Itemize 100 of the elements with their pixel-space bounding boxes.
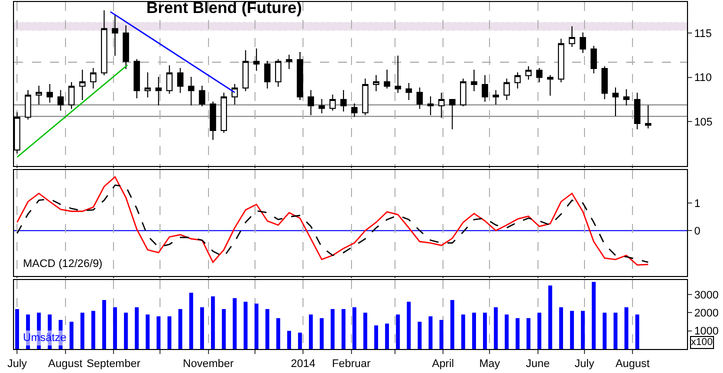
bar xyxy=(232,298,237,349)
bar xyxy=(156,316,160,349)
bar xyxy=(298,332,302,349)
candlestick xyxy=(525,66,532,80)
candlestick xyxy=(547,75,554,96)
bar xyxy=(134,307,139,349)
candlestick xyxy=(384,70,390,88)
bar xyxy=(189,292,194,349)
y-tick-label: 105 xyxy=(694,116,713,129)
candlestick xyxy=(57,90,64,111)
bar xyxy=(439,320,444,349)
bar xyxy=(211,296,215,349)
candlestick xyxy=(36,86,42,104)
bar xyxy=(178,309,182,349)
y-tick-label: 1 xyxy=(694,198,700,210)
x-tick-label: Februar xyxy=(332,358,371,370)
candlestick xyxy=(568,26,576,47)
candlestick xyxy=(100,10,108,76)
candlestick xyxy=(482,75,488,102)
x-tick-label: November xyxy=(182,358,234,370)
bar xyxy=(396,314,400,349)
candlestick xyxy=(24,90,32,120)
candlestick xyxy=(644,105,652,128)
candlestick xyxy=(460,78,466,106)
candlestick xyxy=(492,90,499,104)
bar xyxy=(102,300,106,349)
candlestick xyxy=(406,83,412,100)
candlestick xyxy=(601,66,608,100)
candlestick xyxy=(210,102,216,140)
x-tick-label: April xyxy=(432,358,454,370)
candlestick xyxy=(242,50,249,92)
candlestick xyxy=(590,46,597,74)
bar xyxy=(363,312,368,349)
y-tick-label: 1000 xyxy=(694,326,719,338)
bar xyxy=(91,310,96,349)
bar xyxy=(624,307,628,349)
bar xyxy=(276,318,280,349)
candlestick xyxy=(394,56,402,93)
bar xyxy=(504,314,509,349)
bar xyxy=(602,312,607,349)
x-tick-label: September xyxy=(86,358,141,370)
candlestick xyxy=(79,70,86,100)
bar xyxy=(113,307,117,349)
bar xyxy=(580,310,585,349)
bar xyxy=(167,316,172,349)
x-tick-label: June xyxy=(526,358,550,370)
y-tick-label: 115 xyxy=(694,28,712,40)
bar xyxy=(406,302,411,349)
bar xyxy=(15,309,20,349)
x-tick-label: August xyxy=(48,358,82,370)
candlestick xyxy=(166,65,173,94)
bar xyxy=(308,314,313,349)
candlestick xyxy=(427,96,434,116)
candlestick xyxy=(318,99,325,114)
bar xyxy=(548,285,552,349)
candlestick xyxy=(155,76,162,106)
bar xyxy=(537,312,542,349)
bar xyxy=(342,309,346,349)
bar xyxy=(80,312,84,349)
candlestick xyxy=(112,14,118,56)
candlestick xyxy=(46,84,53,103)
candlestick xyxy=(264,60,271,88)
bar xyxy=(614,312,618,349)
x-tick-label: August xyxy=(615,358,650,370)
bar xyxy=(592,282,596,349)
bar xyxy=(516,318,520,349)
candlestick xyxy=(275,59,282,87)
candlestick xyxy=(329,94,336,111)
candlestick xyxy=(580,32,586,54)
candlestick xyxy=(504,78,510,100)
candlestick xyxy=(536,68,543,82)
bar xyxy=(559,307,564,349)
candlestick xyxy=(416,87,423,109)
y-tick-label: 0 xyxy=(694,225,700,238)
bar xyxy=(461,314,466,349)
bar xyxy=(483,312,487,349)
bar xyxy=(450,300,454,349)
x-tick-label: May xyxy=(479,358,500,370)
x-tick-label: July xyxy=(7,358,28,370)
bar xyxy=(526,318,530,349)
candlestick xyxy=(470,70,478,92)
y-tick-label: 2000 xyxy=(694,308,719,320)
candlestick xyxy=(253,48,260,71)
annotation: Umsätze xyxy=(23,332,66,344)
candlestick xyxy=(286,54,292,69)
candlestick xyxy=(188,76,194,106)
candlestick xyxy=(449,99,456,130)
text: x100 xyxy=(691,337,714,348)
x-tick-label: July xyxy=(574,358,595,370)
candlestick xyxy=(634,92,640,130)
bar xyxy=(222,309,226,349)
bar xyxy=(635,314,640,349)
candlestick xyxy=(68,82,75,109)
candlestick xyxy=(612,87,619,116)
y-tick-label: 110 xyxy=(694,72,712,84)
bar xyxy=(570,310,574,349)
bar xyxy=(265,309,270,349)
candlestick xyxy=(122,25,130,69)
candlestick xyxy=(134,59,140,98)
candlestick xyxy=(198,86,206,106)
